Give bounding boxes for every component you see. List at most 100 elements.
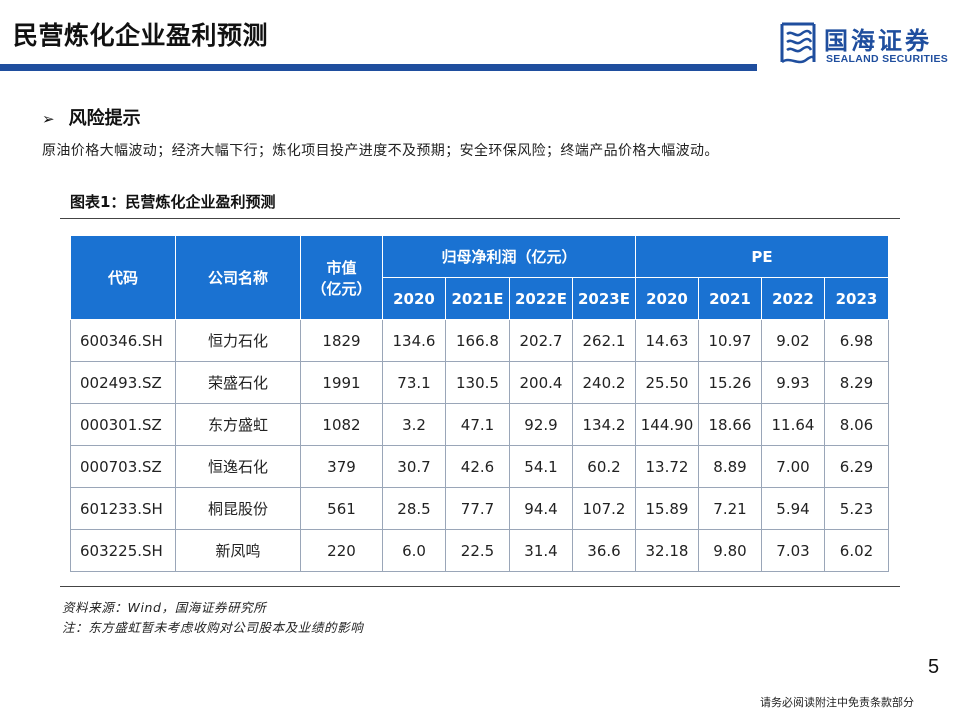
disclaimer: 请务必阅读附注中免责条款部分 <box>760 696 914 709</box>
cell-profit: 107.2 <box>572 487 636 530</box>
cell-profit: 22.5 <box>445 529 510 572</box>
cell-profit: 94.4 <box>509 487 573 530</box>
cell-pe: 8.89 <box>698 445 762 488</box>
cell-code: 002493.SZ <box>70 361 176 404</box>
footnote: 注：东方盛虹暂未考虑收购对公司股本及业绩的影响 <box>62 620 364 635</box>
logo-text-cn: 国海证券 <box>824 27 932 55</box>
header-bar <box>0 64 757 71</box>
cell-code: 000301.SZ <box>70 403 176 446</box>
cell-profit: 42.6 <box>445 445 510 488</box>
cell-company-name: 东方盛虹 <box>175 403 301 446</box>
cell-pe: 9.80 <box>698 529 762 572</box>
figure-bottom-rule <box>60 586 900 587</box>
cell-code: 600346.SH <box>70 319 176 362</box>
cell-company-name: 恒逸石化 <box>175 445 301 488</box>
cell-pe: 15.26 <box>698 361 762 404</box>
cell-profit: 3.2 <box>382 403 446 446</box>
cell-company-name: 新凤鸣 <box>175 529 301 572</box>
risk-text: 原油价格大幅波动；经济大幅下行；炼化项目投产进度不及预期；安全环保风险；终端产品… <box>42 143 719 159</box>
cell-pe: 144.90 <box>635 403 699 446</box>
cell-profit: 77.7 <box>445 487 510 530</box>
cell-pe: 8.06 <box>824 403 889 446</box>
header-market-cap-line1: 市值 <box>326 258 357 277</box>
cell-profit: 31.4 <box>509 529 573 572</box>
page-number: 5 <box>928 656 940 678</box>
header-pe-year: 2022 <box>761 277 825 320</box>
earnings-forecast-table: 代码 公司名称 市值 （亿元） 归母净利润（亿元） PE 2020 2021E … <box>70 235 889 572</box>
table-row: 603225.SH 新凤鸣 220 6.0 22.5 31.4 36.6 32.… <box>70 529 889 572</box>
cell-profit: 200.4 <box>509 361 573 404</box>
cell-market-cap: 1991 <box>300 361 383 404</box>
cell-pe: 15.89 <box>635 487 699 530</box>
cell-pe: 10.97 <box>698 319 762 362</box>
cell-profit: 54.1 <box>509 445 573 488</box>
header-market-cap-line2: （亿元） <box>311 279 372 298</box>
cell-market-cap: 561 <box>300 487 383 530</box>
cell-pe: 11.64 <box>761 403 825 446</box>
cell-pe: 7.03 <box>761 529 825 572</box>
cell-profit: 92.9 <box>509 403 573 446</box>
cell-company-name: 恒力石化 <box>175 319 301 362</box>
cell-profit: 6.0 <box>382 529 446 572</box>
cell-profit: 28.5 <box>382 487 446 530</box>
cell-profit: 130.5 <box>445 361 510 404</box>
cell-profit: 134.6 <box>382 319 446 362</box>
cell-profit: 36.6 <box>572 529 636 572</box>
cell-market-cap: 220 <box>300 529 383 572</box>
cell-company-name: 荣盛石化 <box>175 361 301 404</box>
cell-profit: 30.7 <box>382 445 446 488</box>
table-row: 002493.SZ 荣盛石化 1991 73.1 130.5 200.4 240… <box>70 361 889 404</box>
cell-pe: 5.94 <box>761 487 825 530</box>
cell-pe: 25.50 <box>635 361 699 404</box>
cell-profit: 166.8 <box>445 319 510 362</box>
figure-top-rule <box>60 218 900 219</box>
cell-pe: 14.63 <box>635 319 699 362</box>
header-pe-year: 2023 <box>824 277 889 320</box>
table-row: 600346.SH 恒力石化 1829 134.6 166.8 202.7 26… <box>70 319 889 362</box>
cell-code: 601233.SH <box>70 487 176 530</box>
sealand-logo-icon <box>780 22 816 64</box>
cell-market-cap: 379 <box>300 445 383 488</box>
cell-pe: 9.02 <box>761 319 825 362</box>
logo-text-en: SEALAND SECURITIES <box>826 53 949 65</box>
source-note: 资料来源：Wind，国海证券研究所 <box>62 600 267 615</box>
cell-pe: 9.93 <box>761 361 825 404</box>
header-code: 代码 <box>70 235 176 320</box>
cell-pe: 18.66 <box>698 403 762 446</box>
header-profit-year: 2023E <box>572 277 636 320</box>
table-row: 000301.SZ 东方盛虹 1082 3.2 47.1 92.9 134.2 … <box>70 403 889 446</box>
risk-heading: ➢ 风险提示 <box>42 104 141 130</box>
cell-profit: 73.1 <box>382 361 446 404</box>
header-pe: PE <box>635 235 889 278</box>
figure-title: 图表1：民营炼化企业盈利预测 <box>70 193 276 211</box>
header-name: 公司名称 <box>175 235 301 320</box>
header-pe-year: 2021 <box>698 277 762 320</box>
header-pe-year: 2020 <box>635 277 699 320</box>
cell-profit: 47.1 <box>445 403 510 446</box>
cell-pe: 7.21 <box>698 487 762 530</box>
header-market-cap: 市值 （亿元） <box>300 235 383 320</box>
cell-code: 000703.SZ <box>70 445 176 488</box>
header-profit-year: 2022E <box>509 277 573 320</box>
cell-profit: 240.2 <box>572 361 636 404</box>
table-row: 601233.SH 桐昆股份 561 28.5 77.7 94.4 107.2 … <box>70 487 889 530</box>
cell-pe: 6.29 <box>824 445 889 488</box>
cell-pe: 5.23 <box>824 487 889 530</box>
cell-pe: 13.72 <box>635 445 699 488</box>
cell-profit: 202.7 <box>509 319 573 362</box>
cell-pe: 7.00 <box>761 445 825 488</box>
arrow-right-icon: ➢ <box>42 110 55 128</box>
header-profit-year: 2021E <box>445 277 510 320</box>
cell-profit: 262.1 <box>572 319 636 362</box>
header-profit-year: 2020 <box>382 277 446 320</box>
cell-code: 603225.SH <box>70 529 176 572</box>
cell-pe: 6.02 <box>824 529 889 572</box>
cell-pe: 6.98 <box>824 319 889 362</box>
cell-pe: 32.18 <box>635 529 699 572</box>
cell-company-name: 桐昆股份 <box>175 487 301 530</box>
cell-market-cap: 1082 <box>300 403 383 446</box>
cell-pe: 8.29 <box>824 361 889 404</box>
cell-market-cap: 1829 <box>300 319 383 362</box>
sealand-logo: 国海证券 SEALAND SECURITIES <box>778 20 956 68</box>
risk-heading-label: 风险提示 <box>68 108 141 129</box>
